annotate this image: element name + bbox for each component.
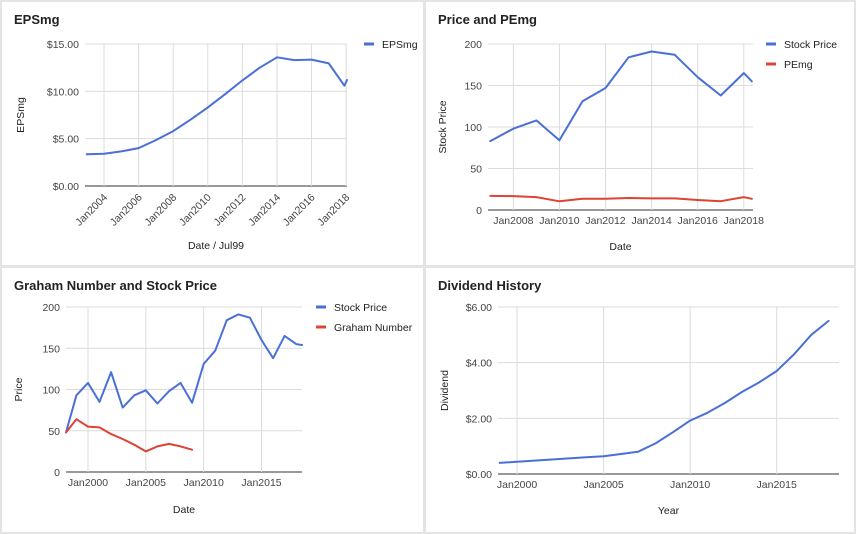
x-tick-label: Jan2008 (493, 215, 533, 227)
legend-label: Stock Price (334, 302, 387, 314)
x-tick-label: Jan2004 (73, 192, 110, 229)
y-tick-label: $5.00 (53, 134, 79, 146)
x-tick-label: Jan2015 (241, 477, 281, 489)
chart-title: Graham Number and Stock Price (14, 278, 217, 293)
y-tick-label: 50 (48, 426, 60, 438)
x-tick-label: Jan2005 (126, 477, 166, 489)
chart-title: Price and PEmg (438, 12, 537, 27)
price-pemg-panel: Price and PEmg 0 50 100 150 200 Jan2008 Jan2010… (426, 2, 854, 265)
y-axis-title: Dividend (439, 370, 451, 411)
y-tick-label: $6.00 (466, 302, 492, 314)
y-tick-label: 150 (42, 343, 60, 355)
x-tick-label: Jan2018 (724, 215, 764, 227)
legend-label: Graham Number (334, 322, 413, 334)
series-line-stock-price (65, 313, 303, 434)
x-tick-label: Jan2010 (539, 215, 579, 227)
y-tick-label: $2.00 (466, 413, 492, 425)
x-tick-label: Jan2016 (281, 192, 318, 229)
series-line-stock-price (489, 50, 753, 143)
x-tick-label: Jan2000 (68, 477, 108, 489)
x-tick-label: Jan2014 (246, 192, 283, 229)
series-line-pemg (489, 194, 753, 203)
chart-title: Dividend History (438, 278, 542, 293)
y-tick-label: $10.00 (47, 86, 79, 98)
x-tick-label: Jan2014 (631, 215, 671, 227)
x-axis-title: Year (658, 505, 680, 517)
x-tick-label: Jan2018 (315, 192, 352, 229)
y-tick-label: $0.00 (466, 469, 492, 481)
y-tick-label: 0 (476, 205, 482, 217)
legend-label: Stock Price (784, 39, 837, 51)
x-tick-label: Jan2010 (184, 477, 224, 489)
y-tick-label: 150 (464, 81, 482, 93)
series-line-graham-number (65, 418, 194, 453)
dividend-history-panel: Dividend History $0.00 $2.00 $4.00 $6.00 Jan2… (426, 268, 854, 532)
x-tick-label: Jan2008 (142, 192, 179, 229)
y-axis-title: EPSmg (15, 97, 27, 133)
graham-number-panel: Graham Number and Stock Price 0 50 100 150 20… (2, 268, 423, 532)
x-tick-label: Jan2006 (108, 192, 145, 229)
y-axis-title: Price (13, 377, 25, 401)
x-tick-label: Jan2000 (497, 479, 537, 491)
epsmg-panel: EPSmg $0.00 $5.00 $10.00 $15.00 Jan2004 Jan200… (2, 2, 423, 265)
x-tick-label: Jan2005 (583, 479, 623, 491)
chart-svg-3: Dividend History $0.00 $2.00 $4.00 $6.00 Jan2… (438, 278, 839, 517)
x-tick-label: Jan2012 (212, 192, 249, 229)
y-tick-label: 0 (54, 467, 60, 479)
series-line-epsmg (85, 56, 348, 156)
y-tick-label: 50 (470, 164, 482, 176)
y-tick-label: $15.00 (47, 39, 79, 51)
y-tick-label: $0.00 (53, 181, 79, 193)
y-tick-label: 200 (42, 302, 60, 314)
chart-svg-2: Graham Number and Stock Price 0 50 100 150 20… (13, 278, 413, 516)
chart-svg-0: EPSmg$0.00$5.00$10.00$15.00Jan2004Jan200… (14, 12, 418, 252)
legend-label: EPSmg (382, 39, 418, 51)
x-tick-label: Jan2012 (585, 215, 625, 227)
chart-svg-1: Price and PEmg 0 50 100 150 200 Jan2008 Jan2010… (437, 12, 837, 253)
x-tick-label: Jan2010 (670, 479, 710, 491)
y-axis-title: Stock Price (437, 100, 449, 153)
y-tick-label: 100 (42, 385, 60, 397)
y-tick-label: 100 (464, 122, 482, 134)
x-tick-label: Jan2015 (757, 479, 797, 491)
x-tick-label: Jan2016 (678, 215, 718, 227)
y-tick-label: $4.00 (466, 358, 492, 370)
legend-label: PEmg (784, 59, 813, 71)
x-axis-title: Date (609, 241, 631, 253)
x-axis-title: Date / Jul99 (188, 240, 244, 252)
x-tick-label: Jan2010 (177, 192, 214, 229)
x-axis-title: Date (173, 504, 195, 516)
chart-title: EPSmg (14, 12, 60, 27)
y-tick-label: 200 (464, 39, 482, 51)
series-line-0 (498, 319, 830, 464)
